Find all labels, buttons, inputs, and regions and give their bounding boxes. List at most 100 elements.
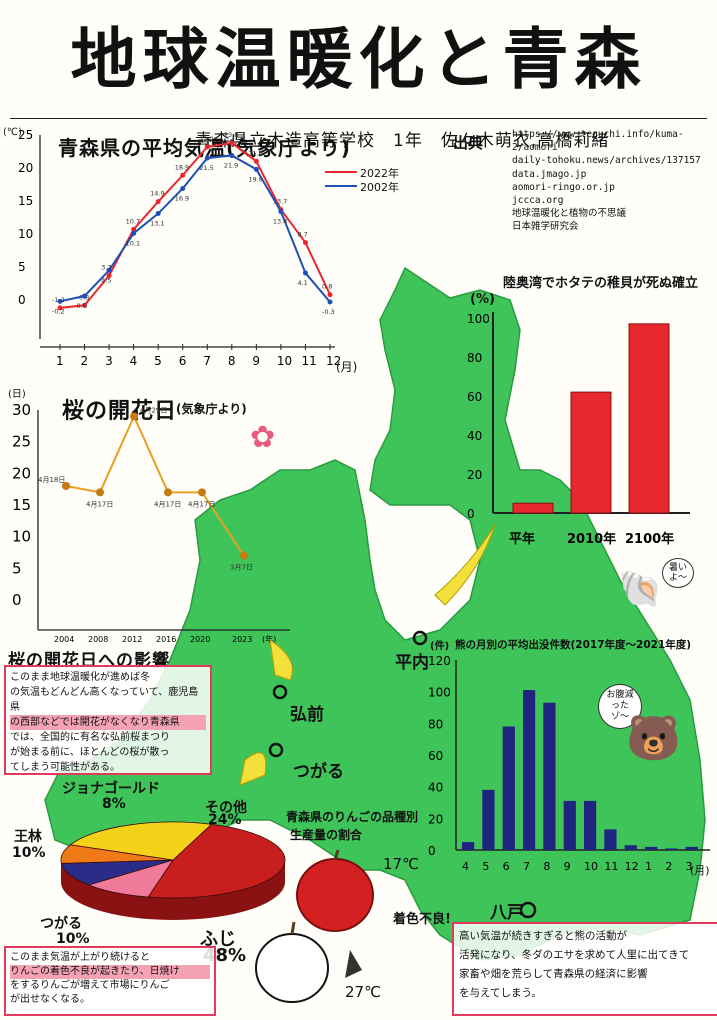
sakura-x-tick: 2008 xyxy=(88,635,108,644)
scallop-bar xyxy=(628,323,670,514)
bear-bar xyxy=(482,789,495,850)
bear-x-tick: 5 xyxy=(482,860,489,873)
sakura-y-tick: 25 xyxy=(12,433,31,451)
temp-data-label: 13.4 xyxy=(273,218,287,226)
bear-y-tick: 100 xyxy=(428,686,451,700)
label-orin-pct: 10% xyxy=(12,845,46,861)
sakura-y-tick: 10 xyxy=(12,528,31,546)
apple-impact-line: をするりんごが増えて市場にりんご xyxy=(10,980,170,991)
temp-data-label: 23.8 xyxy=(224,131,238,139)
temp-unit-x: (月) xyxy=(336,360,358,374)
sakura-impact-line: このまま地球温暖化が進めば冬 xyxy=(10,672,150,683)
bear-x-tick: 12 xyxy=(625,860,639,873)
label-hachinohe: 八戸 xyxy=(490,903,524,923)
temp-data-label: 13.1 xyxy=(150,220,164,228)
temp-data-point xyxy=(180,172,186,178)
temp-chart: 0510152025123456789101112-1.2-0.83.710.7… xyxy=(18,128,341,368)
scallop-x-tick: 平年 xyxy=(509,531,535,547)
label-other: その他 xyxy=(205,800,247,816)
temp-data-point xyxy=(229,152,235,158)
bear-icon: 🐻 xyxy=(626,713,681,764)
bear-bar xyxy=(645,846,658,850)
temp-y-tick: 5 xyxy=(18,260,26,274)
temp-data-label: 8.7 xyxy=(297,231,307,239)
temp-x-tick: 7 xyxy=(203,354,211,368)
temp-data-label: 21.0 xyxy=(248,149,262,157)
bear-impact-line: を与えてしまう。 xyxy=(459,987,542,999)
bear-bar xyxy=(543,702,556,850)
temp-x-tick: 10 xyxy=(277,354,292,368)
bear-x-tick: 4 xyxy=(462,860,469,873)
label-tsugaru-pct: 10% xyxy=(56,931,90,947)
sakura-x-tick: (年) xyxy=(262,634,276,644)
sakura-impact-line: では、全国的に有名な弘前桜まつり xyxy=(10,732,170,743)
temp-data-label: 4.5 xyxy=(101,276,111,284)
label-jonagold: ジョナゴールド xyxy=(62,781,160,797)
label-hirosaki: 弘前 xyxy=(290,705,324,725)
temp-data-point xyxy=(57,298,63,304)
apple-impact-line: が出せなくなる。 xyxy=(10,994,90,1005)
temp-data-point xyxy=(327,292,333,298)
bear-bar xyxy=(604,829,617,850)
hachinohe-marker xyxy=(519,901,537,919)
temp-y-tick: 10 xyxy=(18,227,33,241)
temp-data-label: 16.9 xyxy=(175,194,189,202)
label-tsugaru-apple: つがる xyxy=(40,916,82,932)
scallop-y-tick: 60 xyxy=(467,390,482,404)
temp-x-tick: 4 xyxy=(130,354,138,368)
temp-series-line xyxy=(59,154,331,303)
temp-y-tick: 0 xyxy=(18,293,26,307)
bear-bar xyxy=(624,845,637,850)
label-jonagold-pct: 8% xyxy=(102,796,126,812)
temp-data-point xyxy=(253,158,259,164)
bear-bar xyxy=(685,846,698,850)
temp-data-point xyxy=(278,209,284,215)
scallop-x-tick: 2100年 xyxy=(625,531,674,547)
temp-x-tick: 8 xyxy=(228,354,236,368)
label-temp-27: 27℃ xyxy=(345,983,381,1001)
apple-stem xyxy=(333,850,340,861)
pale-apple-icon xyxy=(255,933,329,1003)
temp-x-tick: 2 xyxy=(81,354,89,368)
pie-slice-ふじ xyxy=(147,823,286,899)
bear-y-tick: 20 xyxy=(428,812,443,826)
sakura-data-label: 4月29日 xyxy=(140,406,167,414)
scallop-y-tick: 20 xyxy=(467,468,482,482)
apples-illustration xyxy=(255,850,374,1003)
bear-y-tick: 60 xyxy=(428,749,443,763)
scallop-chart: 0 20 40 60 80 100 平年 2010年 2100年 xyxy=(467,312,690,547)
sakura-chart: 0 5 10 15 20 25 30 2004 2008 2012 2016 2020 2023 (年) 4… xyxy=(12,401,290,644)
bear-x-tick: 3 xyxy=(686,860,693,873)
source-line: data.jmago.jp xyxy=(512,168,587,180)
scallop-y-tick: 40 xyxy=(467,429,482,443)
bear-impact-box: 高い気温が続きすぎると熊の活動が 活発になり、冬ダのエサを求めて人里に出てきて … xyxy=(452,922,717,1016)
bear-x-tick: 7 xyxy=(523,860,530,873)
sakura-data-label: 4月18日 xyxy=(38,476,65,484)
bear-bar xyxy=(523,690,536,850)
source-line: aomori-ringo.or.jp xyxy=(512,181,615,193)
sakura-impact-line: てしまう可能性がある。 xyxy=(10,762,120,773)
scallop-unit-y: (%) xyxy=(470,292,495,307)
temp-data-label: 21.9 xyxy=(224,161,238,169)
sakura-data-label: 4月17日 xyxy=(188,500,215,508)
apple-pie-chart xyxy=(60,821,286,920)
bear-impact-line: 家畜や畑を荒らして青森県の経済に影響 xyxy=(459,968,648,980)
temp-data-label: 19.8 xyxy=(248,175,262,183)
bear-impact-line: 活発になり、冬ダのエサを求めて人里に出てきて xyxy=(459,949,690,961)
bear-y-tick: 0 xyxy=(428,844,436,858)
sakura-x-tick: 2012 xyxy=(122,635,142,644)
temp-data-point xyxy=(57,305,63,311)
label-hiranai: 平内 xyxy=(395,653,429,673)
legend-2002: 2002年 xyxy=(360,181,399,194)
temp-unit-y: (℃) xyxy=(3,127,23,138)
label-other-pct: 24% xyxy=(208,812,242,828)
temp-data-label: 0.8 xyxy=(322,283,332,291)
bear-bar xyxy=(584,800,597,850)
temp-x-tick: 6 xyxy=(179,354,187,368)
temp-data-point xyxy=(229,140,235,146)
sakura-chart-title: 桜の開花日 xyxy=(62,399,178,424)
bear-bar xyxy=(665,848,678,850)
bear-x-tick: 1 xyxy=(645,860,652,873)
hirosaki-marker xyxy=(272,684,288,700)
temp-x-tick: 3 xyxy=(105,354,113,368)
